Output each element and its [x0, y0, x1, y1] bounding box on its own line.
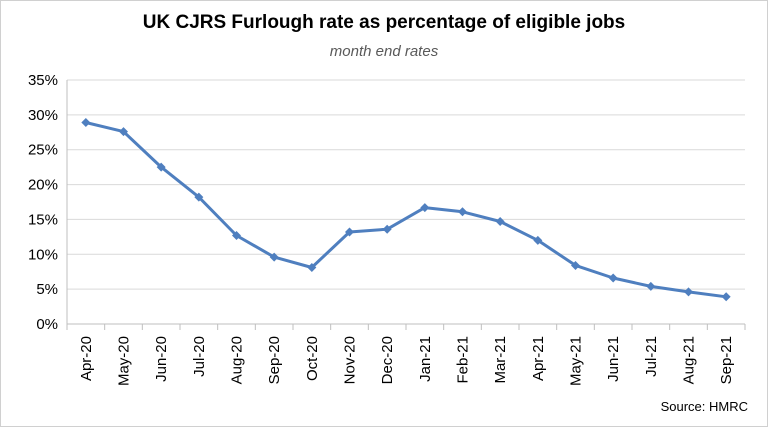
data-point [458, 207, 467, 217]
source-note: Source: HMRC [660, 399, 748, 414]
data-point [420, 203, 430, 213]
y-tick-label: 25% [28, 142, 58, 159]
chart-title: UK CJRS Furlough rate as percentage of e… [142, 12, 626, 33]
x-tick-label: Aug-21 [681, 336, 698, 384]
data-point [646, 281, 656, 291]
x-tick-label: May-20 [116, 336, 133, 386]
y-tick-label: 30% [28, 107, 58, 124]
x-tick-label: Sep-20 [266, 336, 283, 384]
data-point [194, 192, 204, 202]
data-point [345, 227, 354, 237]
chart-subtitle: month end rates [329, 43, 439, 60]
x-tick-label: Oct-20 [304, 336, 321, 381]
data-point [533, 235, 543, 245]
data-point [269, 252, 279, 262]
y-tick-label: 35% [28, 72, 58, 89]
x-tick-label: Jun-21 [605, 336, 622, 382]
y-tick-label: 0% [36, 316, 58, 333]
data-point [495, 217, 505, 227]
series-line [85, 121, 727, 299]
data-point [232, 230, 241, 240]
x-tick-label: Feb-21 [455, 336, 472, 384]
x-tick-label: Dec-20 [379, 336, 396, 384]
x-tick-label: May-21 [568, 336, 585, 386]
y-tick-label: 20% [28, 177, 58, 194]
data-point [81, 118, 91, 128]
x-tick-label: Jul-20 [191, 336, 208, 377]
y-tick-label: 15% [28, 211, 58, 228]
x-tick-label: Mar-21 [492, 336, 509, 384]
x-tick-label: Sep-21 [718, 336, 735, 384]
y-tick-label: 10% [28, 246, 58, 263]
data-point [608, 273, 618, 283]
x-tick-label: Apr-20 [78, 336, 95, 381]
data-point [684, 287, 693, 297]
data-point [571, 260, 580, 270]
data-point [721, 292, 731, 302]
x-tick-label: Nov-20 [342, 336, 359, 384]
x-tick-label: Jul-21 [643, 336, 660, 377]
x-tick-label: Aug-20 [229, 336, 246, 384]
x-tick-label: Apr-21 [530, 336, 547, 381]
data-point [156, 162, 166, 172]
y-tick-label: 5% [36, 281, 58, 298]
data-point [307, 263, 317, 273]
x-tick-label: Jun-20 [153, 336, 170, 382]
data-point [382, 224, 392, 234]
data-point [119, 127, 128, 137]
x-tick-label: Jan-21 [417, 336, 434, 382]
